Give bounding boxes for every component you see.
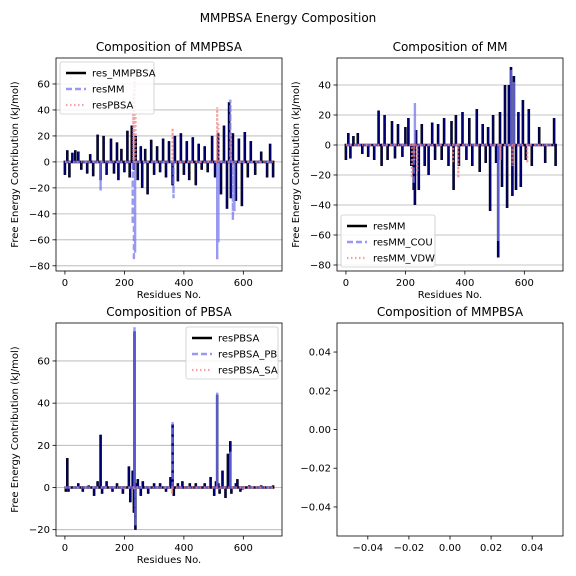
series-group [64, 327, 275, 530]
legend: res_MMPBSA resMM resPBSA [59, 61, 156, 115]
y-tick-label: 20 [37, 131, 50, 142]
axes-frame [336, 57, 564, 272]
x-tick-label: −0.04 [352, 543, 383, 554]
series-line-3 [64, 68, 274, 163]
series-line-2 [64, 327, 274, 526]
chart-panel-4: −0.04 −0.02 0.00 0.02 0.04 −0.04 −0.02 0.00 0.02… [300, 305, 564, 554]
x-tick-label: −0.02 [394, 543, 425, 554]
x-tick-label: 600 [515, 278, 534, 289]
y-axis-label: Free Energy Contribution (kJ/mol) [291, 81, 302, 248]
x-tick-label: 400 [455, 278, 474, 289]
x-tick-label: 0.02 [480, 543, 502, 554]
y-tick-label: 0.00 [309, 425, 331, 436]
panel-title: Composition of PBSA [106, 305, 232, 319]
chart-panel-2: 0 200 400 600 −80 −60 −40 −20 0 20 40 Composition o… [291, 40, 564, 301]
y-tick-label: 0.02 [309, 386, 331, 397]
y-axis-label: Free Energy Contribution (kJ/mol) [10, 81, 21, 248]
legend-label: resPBSA [218, 334, 260, 345]
y-tick-label: −20 [310, 171, 331, 182]
panel-title: Composition of MMPBSA [377, 305, 524, 319]
panel-title: Composition of MM [393, 40, 508, 54]
x-tick-label: 200 [115, 543, 134, 554]
legend-label: resMM [373, 222, 406, 233]
chart-panel-1: 0 200 400 600 −80 −60 −40 −20 0 20 40 60 Composition… [10, 40, 283, 301]
axes-frame [55, 57, 283, 272]
y-tick-label: −40 [29, 209, 50, 220]
x-tick-label: 600 [234, 543, 253, 554]
series-line-2 [345, 70, 555, 241]
y-tick-label: 20 [318, 111, 331, 122]
y-tick-label: 40 [37, 105, 50, 116]
y-tick-label: 60 [37, 356, 50, 367]
y-tick-label: −20 [29, 183, 50, 194]
x-tick-label: 0.00 [439, 543, 461, 554]
legend-label: resMM_VDW [373, 254, 435, 265]
x-axis-label: Residues No. [137, 555, 201, 566]
series-line-3 [64, 486, 274, 494]
y-tick-label: −60 [310, 231, 331, 242]
y-tick-label: −0.02 [300, 464, 331, 475]
x-tick-label: 0 [343, 278, 349, 289]
x-axis-label: Residues No. [137, 290, 201, 301]
y-tick-label: 20 [37, 441, 50, 452]
y-tick-label: −80 [29, 261, 50, 272]
y-tick-label: 0 [44, 483, 50, 494]
legend: resMM resMM_COU resMM_VDW [340, 214, 436, 268]
y-tick-label: 40 [37, 399, 50, 410]
y-tick-label: −0.04 [300, 502, 331, 513]
x-tick-label: 400 [174, 543, 193, 554]
chart-panels: 0 200 400 600−80−60−40−200204060Composition… [10, 40, 564, 566]
y-tick-label: 0 [44, 157, 50, 168]
x-tick-label: 200 [396, 278, 415, 289]
series-line-2 [64, 99, 274, 261]
x-tick-label: 600 [234, 278, 253, 289]
x-tick-label: 0 [62, 278, 68, 289]
y-axis-label: Free Energy Contribution (kJ/mol) [10, 346, 21, 513]
legend-label: resMM [92, 85, 125, 96]
y-tick-label: −40 [310, 201, 331, 212]
series-line-3 [345, 143, 555, 178]
legend-label: resMM_COU [373, 238, 433, 249]
x-tick-label: 200 [115, 278, 134, 289]
figure-title: MMPBSA Energy Composition [200, 11, 377, 25]
legend-label: resPBSA_PB [218, 350, 277, 361]
y-tick-label: −20 [29, 525, 50, 536]
y-tick-label: −80 [310, 261, 331, 272]
chart-panel-3: 0 200 400 600 −20 0 20 40 60 Composition of PBSA R… [10, 305, 283, 566]
y-tick-label: 40 [318, 81, 331, 92]
y-tick-label: −60 [29, 235, 50, 246]
x-axis-label: Residues No. [418, 290, 482, 301]
y-tick-label: 60 [37, 79, 50, 90]
legend-label: resPBSA [92, 101, 134, 112]
series-group [344, 67, 557, 258]
x-tick-label: 400 [174, 278, 193, 289]
y-tick-label: 0.04 [309, 348, 331, 359]
axes-frame [55, 322, 283, 537]
legend-label: resPBSA_SA [218, 366, 278, 377]
series-group [63, 68, 275, 261]
panel-title: Composition of MMPBSA [96, 40, 243, 54]
legend-label: res_MMPBSA [92, 69, 156, 80]
x-tick-label: 0.04 [521, 543, 543, 554]
y-tick-label: 0 [325, 141, 331, 152]
x-tick-label: 0 [62, 543, 68, 554]
legend: resPBSA resPBSA_PB resPBSA_SA [185, 326, 279, 380]
